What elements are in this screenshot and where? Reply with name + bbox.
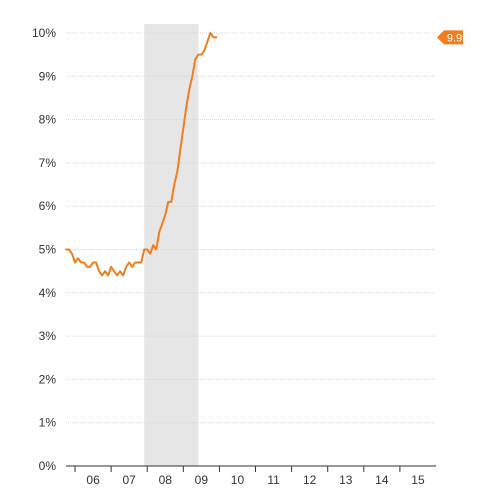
- value-callout-layer: 9.9: [437, 30, 463, 45]
- y-tick-label: 5%: [39, 243, 57, 257]
- latest-value-tag: [437, 30, 463, 45]
- y-tick-label: 3%: [39, 329, 57, 343]
- y-tick-label: 0%: [39, 459, 57, 473]
- x-tick-label: 12: [303, 473, 317, 487]
- y-tick-label: 7%: [39, 156, 57, 170]
- x-axis: 06 07 08 09 10 11 12 13 14 15: [66, 465, 436, 487]
- x-tick-label: 07: [122, 473, 136, 487]
- y-axis-labels: 0% 1% 2% 3% 4% 5% 6% 7% 8% 9% 10%: [32, 26, 56, 473]
- x-tick-label: 06: [86, 473, 100, 487]
- y-tick-label: 4%: [39, 286, 57, 300]
- latest-value-label: 9.9: [447, 32, 462, 44]
- x-tick-label: 15: [411, 473, 425, 487]
- y-tick-label: 10%: [32, 26, 56, 40]
- y-tick-label: 1%: [39, 416, 57, 430]
- x-tick-label: 08: [159, 473, 173, 487]
- series-line: [65, 32, 218, 277]
- x-tick-label: 13: [339, 473, 353, 487]
- x-tick-label: 10: [231, 473, 245, 487]
- gridlines: [66, 32, 436, 424]
- y-tick-label: 8%: [39, 113, 57, 127]
- x-tick-label: 11: [267, 473, 280, 487]
- x-tick-label: 14: [375, 473, 389, 487]
- y-tick-label: 2%: [39, 372, 57, 386]
- series-layer: [65, 32, 218, 277]
- y-tick-label: 6%: [39, 199, 57, 213]
- x-tick-label: 09: [195, 473, 209, 487]
- y-tick-label: 9%: [39, 69, 57, 83]
